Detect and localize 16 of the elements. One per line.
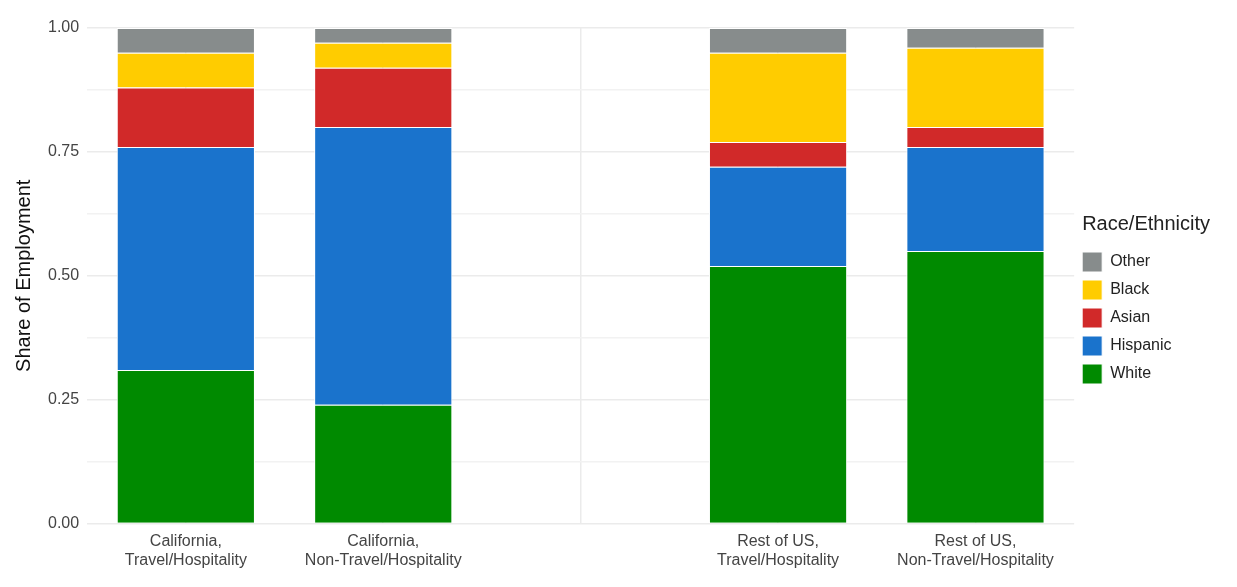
legend-label: Hispanic (1110, 336, 1172, 354)
y-tick-label: 1.00 (48, 18, 80, 36)
x-tick-label: California, Travel/Hospitality (124, 531, 247, 568)
y-tick-label: 0.00 (48, 514, 80, 532)
y-tick-label: 0.75 (48, 142, 80, 160)
x-tick-label: California, Non-Travel/Hospitality (304, 531, 462, 568)
legend-title: Race/Ethnicity (1082, 211, 1211, 234)
legend-label: White (1110, 364, 1152, 382)
y-axis-title: Share of Employment (11, 179, 34, 372)
y-tick-label: 0.50 (48, 266, 80, 284)
x-tick-label: Rest of US, Non-Travel/Hospitality (897, 531, 1054, 568)
y-tick-label: 0.25 (48, 390, 80, 408)
x-tick-label: Rest of US, Travel/Hospitality (717, 531, 840, 568)
legend-label: Black (1110, 280, 1151, 298)
legend-label: Asian (1110, 308, 1151, 326)
legend-label: Other (1110, 252, 1151, 270)
